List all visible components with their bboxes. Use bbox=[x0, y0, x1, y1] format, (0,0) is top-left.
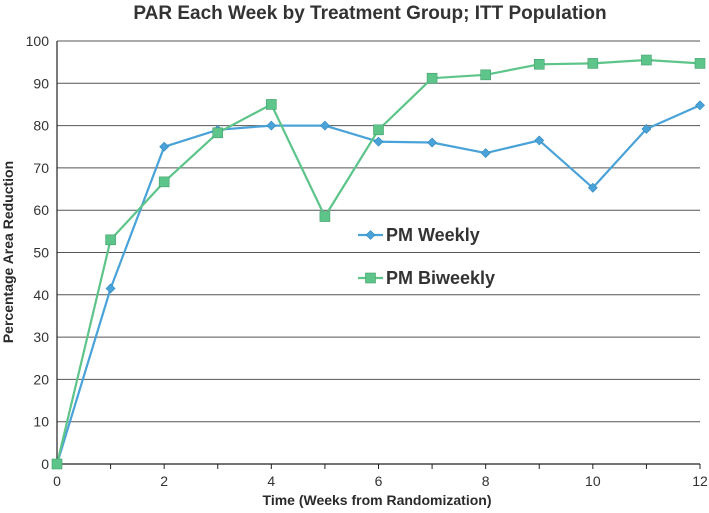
axes bbox=[56, 41, 701, 469]
y-tick-label: 50 bbox=[33, 245, 49, 261]
data-point-pm-biweekly bbox=[426, 72, 438, 84]
data-point-pm-weekly bbox=[587, 182, 598, 193]
data-point-pm-biweekly bbox=[641, 54, 652, 66]
y-axis-label: Percentage Area Reduction bbox=[0, 161, 16, 343]
data-point-pm-weekly bbox=[373, 136, 384, 147]
legend-item-pm-biweekly: PM Biweekly bbox=[358, 268, 495, 288]
x-tick-label: 0 bbox=[53, 473, 61, 489]
y-tick-label: 10 bbox=[33, 414, 49, 430]
data-point-pm-weekly bbox=[105, 283, 116, 294]
legend-label-pm-biweekly: PM Biweekly bbox=[386, 268, 495, 288]
data-point-pm-biweekly bbox=[158, 176, 170, 188]
data-point-pm-weekly bbox=[695, 100, 705, 111]
data-point-pm-weekly bbox=[319, 120, 330, 131]
series-pm-weekly bbox=[52, 100, 705, 469]
x-tick-label: 2 bbox=[160, 473, 168, 489]
data-point-pm-weekly bbox=[266, 120, 277, 131]
data-point-pm-biweekly bbox=[480, 69, 491, 81]
x-axis-label: Time (Weeks from Randomization) bbox=[263, 492, 492, 508]
data-point-pm-biweekly bbox=[266, 99, 277, 110]
x-tick-label: 12 bbox=[692, 473, 708, 489]
y-tick-label: 70 bbox=[33, 160, 49, 176]
legend-marker-pm-biweekly bbox=[365, 272, 376, 284]
data-point-pm-biweekly bbox=[212, 127, 224, 139]
chart-title: PAR Each Week by Treatment Group; ITT Po… bbox=[133, 3, 606, 24]
y-tick-label: 90 bbox=[33, 75, 49, 91]
y-tick-label: 100 bbox=[26, 33, 50, 49]
y-tick-label: 20 bbox=[33, 371, 49, 387]
data-point-pm-biweekly bbox=[319, 211, 331, 222]
x-tick-label: 4 bbox=[267, 473, 275, 489]
series-line-pm-weekly bbox=[55, 104, 701, 465]
legend-marker-pm-weekly bbox=[365, 230, 376, 240]
y-tick-label: 30 bbox=[33, 329, 49, 345]
legend: PM Weekly PM Biweekly bbox=[358, 225, 495, 288]
data-point-pm-weekly bbox=[427, 137, 438, 148]
data-point-pm-biweekly bbox=[373, 124, 384, 136]
y-tick-label: 80 bbox=[33, 118, 49, 134]
data-point-pm-biweekly bbox=[105, 234, 116, 246]
x-tick-label: 10 bbox=[585, 473, 601, 489]
data-point-pm-weekly bbox=[534, 135, 545, 146]
series-pm-biweekly bbox=[51, 54, 706, 470]
y-tick-label: 0 bbox=[41, 456, 49, 472]
data-point-pm-weekly bbox=[641, 124, 652, 134]
data-point-pm-biweekly bbox=[694, 58, 706, 69]
y-tick-label: 40 bbox=[33, 287, 49, 303]
legend-label-pm-weekly: PM Weekly bbox=[386, 225, 480, 245]
tick-labels: 0 10 20 30 40 50 60 70 80 90 100 0 2 4 6 8 10 12 bbox=[26, 33, 708, 489]
data-point-pm-weekly bbox=[159, 141, 170, 152]
data-point-pm-weekly bbox=[480, 148, 491, 159]
x-tick-label: 6 bbox=[375, 473, 383, 489]
legend-item-pm-weekly: PM Weekly bbox=[358, 225, 480, 245]
gridlines bbox=[57, 40, 700, 423]
data-point-pm-biweekly bbox=[51, 458, 63, 470]
data-point-pm-biweekly bbox=[587, 58, 599, 69]
data-point-pm-biweekly bbox=[533, 58, 545, 70]
series-layer bbox=[51, 54, 706, 470]
y-tick-label: 60 bbox=[33, 202, 49, 218]
x-tick-label: 8 bbox=[482, 473, 490, 489]
series-line-pm-biweekly bbox=[55, 58, 701, 465]
